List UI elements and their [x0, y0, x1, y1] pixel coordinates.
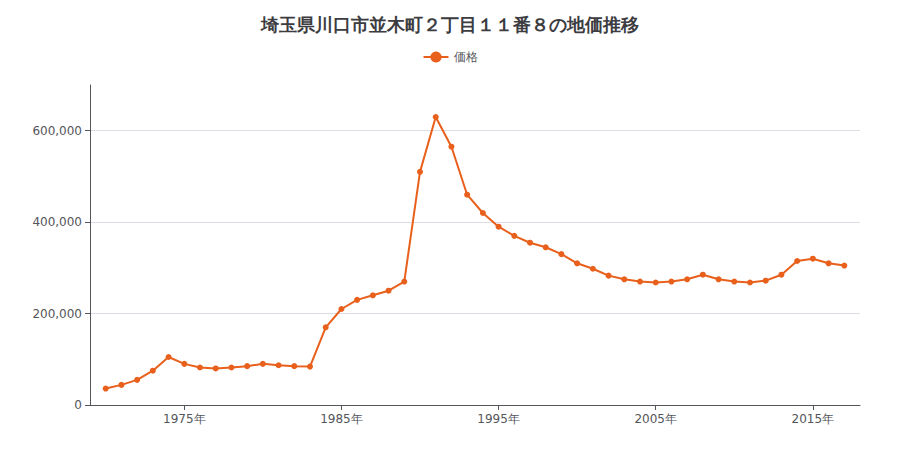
svg-text:400,000: 400,000 [32, 215, 82, 229]
svg-text:1985年: 1985年 [320, 412, 363, 426]
svg-text:200,000: 200,000 [32, 307, 82, 321]
svg-text:2005年: 2005年 [634, 412, 677, 426]
svg-text:1995年: 1995年 [477, 412, 520, 426]
svg-text:1975年: 1975年 [163, 412, 206, 426]
svg-text:2015年: 2015年 [792, 412, 835, 426]
svg-text:価格: 価格 [454, 50, 478, 64]
svg-text:埼玉県川口市並木町２丁目１１番８の地価推移: 埼玉県川口市並木町２丁目１１番８の地価推移 [260, 14, 639, 35]
svg-text:600,000: 600,000 [32, 124, 82, 138]
svg-text:0: 0 [74, 398, 82, 412]
